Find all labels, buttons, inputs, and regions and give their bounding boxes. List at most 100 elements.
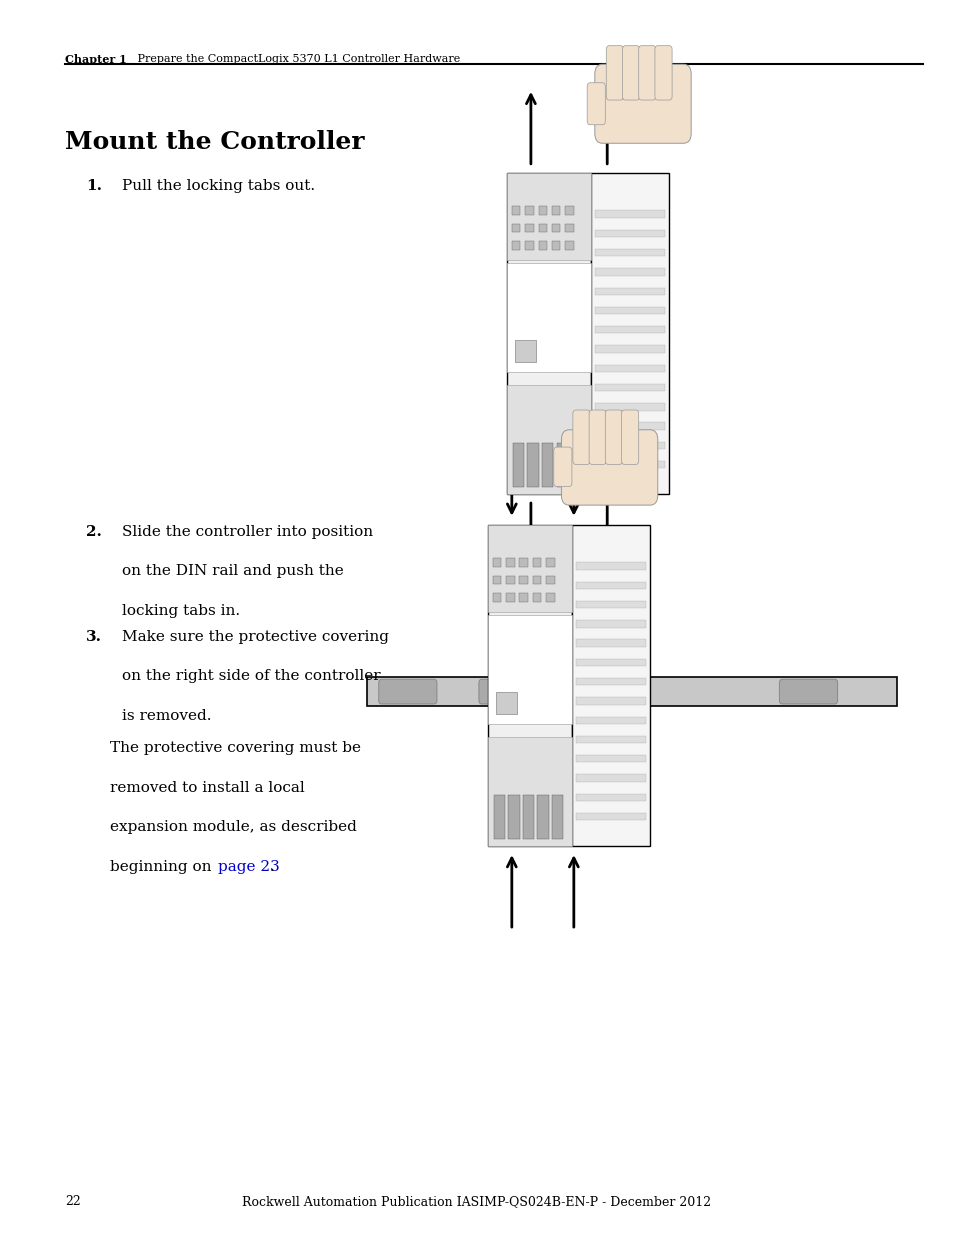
Bar — [595, 306, 664, 314]
FancyBboxPatch shape — [560, 430, 657, 505]
Bar — [493, 795, 505, 839]
Text: Chapter 1: Chapter 1 — [65, 54, 127, 65]
Bar — [595, 210, 664, 217]
Bar — [595, 230, 664, 237]
Bar — [595, 346, 664, 353]
Bar — [576, 601, 646, 609]
Bar — [595, 268, 664, 275]
Bar — [511, 224, 520, 232]
Text: 22: 22 — [65, 1194, 81, 1208]
Bar — [492, 576, 501, 584]
Text: removed to install a local: removed to install a local — [110, 781, 304, 794]
Bar — [551, 224, 559, 232]
Bar — [552, 795, 563, 839]
Text: 2.: 2. — [86, 525, 102, 538]
Bar — [576, 582, 646, 589]
Bar — [556, 443, 567, 487]
FancyBboxPatch shape — [594, 64, 690, 143]
Text: beginning on: beginning on — [110, 860, 216, 873]
Bar — [595, 288, 664, 295]
FancyBboxPatch shape — [572, 410, 589, 464]
FancyBboxPatch shape — [606, 46, 622, 100]
Bar — [576, 755, 646, 762]
Bar — [545, 558, 555, 567]
Bar — [524, 206, 534, 215]
Bar — [537, 795, 548, 839]
Bar — [551, 241, 559, 249]
Bar — [576, 736, 646, 743]
Bar — [514, 340, 536, 362]
Bar — [545, 576, 555, 584]
FancyBboxPatch shape — [572, 525, 650, 846]
Bar — [576, 774, 646, 782]
Bar — [511, 241, 520, 249]
Bar — [595, 326, 664, 333]
Bar — [595, 249, 664, 257]
Bar — [595, 364, 664, 372]
FancyBboxPatch shape — [553, 447, 571, 487]
FancyBboxPatch shape — [507, 173, 591, 259]
Text: is removed.: is removed. — [122, 709, 212, 722]
FancyBboxPatch shape — [779, 679, 837, 704]
Text: Prepare the CompactLogix 5370 L1 Controller Hardware: Prepare the CompactLogix 5370 L1 Control… — [133, 54, 459, 64]
FancyBboxPatch shape — [507, 173, 591, 494]
Bar — [576, 813, 646, 820]
FancyBboxPatch shape — [588, 410, 606, 464]
Text: Mount the Controller: Mount the Controller — [65, 130, 364, 153]
Bar — [545, 593, 555, 601]
Bar — [518, 593, 528, 601]
Bar — [505, 593, 514, 601]
Text: locking tabs in.: locking tabs in. — [122, 604, 240, 618]
Bar — [576, 658, 646, 666]
FancyBboxPatch shape — [621, 46, 639, 100]
Text: Pull the locking tabs out.: Pull the locking tabs out. — [122, 179, 314, 193]
Text: Make sure the protective covering: Make sure the protective covering — [122, 630, 389, 643]
Bar — [595, 461, 664, 468]
FancyBboxPatch shape — [654, 46, 671, 100]
Bar — [576, 640, 646, 647]
Bar — [524, 224, 534, 232]
Bar — [541, 443, 553, 487]
Bar — [492, 593, 501, 601]
Bar — [595, 442, 664, 450]
Bar — [367, 677, 896, 706]
FancyBboxPatch shape — [586, 83, 604, 125]
FancyBboxPatch shape — [591, 173, 668, 494]
Bar — [576, 794, 646, 802]
FancyBboxPatch shape — [378, 679, 436, 704]
Bar — [524, 241, 534, 249]
Bar — [595, 403, 664, 410]
Bar — [505, 576, 514, 584]
Bar — [551, 206, 559, 215]
Bar — [532, 593, 541, 601]
Bar — [496, 692, 516, 714]
Text: 3.: 3. — [86, 630, 102, 643]
Bar — [522, 795, 534, 839]
FancyBboxPatch shape — [487, 525, 572, 611]
FancyBboxPatch shape — [487, 615, 572, 724]
Text: expansion module, as described: expansion module, as described — [110, 820, 356, 834]
Text: Rockwell Automation Publication IASIMP-QS024B-EN-P - December 2012: Rockwell Automation Publication IASIMP-Q… — [242, 1194, 711, 1208]
Text: Slide the controller into position: Slide the controller into position — [122, 525, 373, 538]
FancyBboxPatch shape — [638, 46, 655, 100]
Bar — [492, 558, 501, 567]
FancyBboxPatch shape — [604, 410, 621, 464]
Bar — [595, 422, 664, 430]
Bar — [576, 716, 646, 724]
Bar — [537, 241, 546, 249]
Bar — [532, 558, 541, 567]
Text: page 23: page 23 — [217, 860, 279, 873]
Text: 1.: 1. — [86, 179, 102, 193]
Bar — [527, 443, 538, 487]
Bar — [518, 576, 528, 584]
FancyBboxPatch shape — [478, 679, 537, 704]
Bar — [564, 241, 574, 249]
FancyBboxPatch shape — [507, 385, 591, 494]
Bar — [532, 576, 541, 584]
FancyBboxPatch shape — [487, 525, 572, 846]
Bar — [505, 558, 514, 567]
Bar — [518, 558, 528, 567]
Bar — [571, 443, 582, 487]
Text: on the right side of the controller: on the right side of the controller — [122, 669, 380, 683]
FancyBboxPatch shape — [487, 737, 572, 846]
